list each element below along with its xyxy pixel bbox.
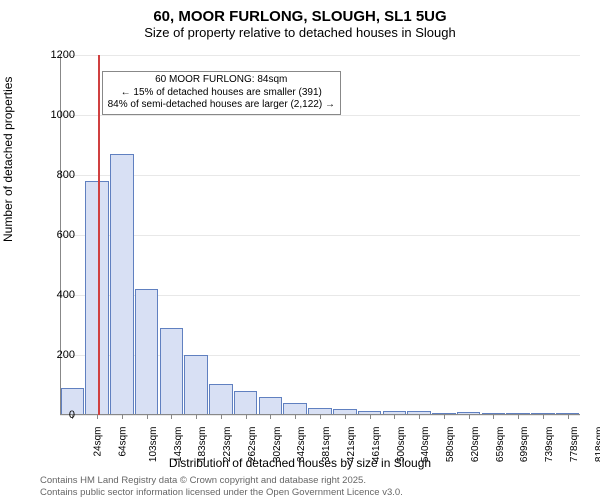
y-axis-label: Number of detached properties [1,77,15,242]
histogram-bar [259,397,283,415]
x-tick-label: 103sqm [148,427,159,463]
x-tick-mark [493,415,494,419]
x-tick-label: 778sqm [569,427,580,463]
x-tick-mark [370,415,371,419]
footer-attribution: Contains HM Land Registry data © Crown c… [40,475,403,498]
grid-line [60,115,580,116]
grid-line [60,175,580,176]
x-tick-label: 381sqm [321,427,332,463]
x-tick-mark [270,415,271,419]
x-tick-label: 540sqm [420,427,431,463]
x-tick-mark [568,415,569,419]
y-tick-label: 400 [35,289,75,301]
histogram-bar [160,328,184,415]
x-tick-mark [147,415,148,419]
chart-title: 60, MOOR FURLONG, SLOUGH, SL1 5UG [0,0,600,25]
x-tick-label: 818sqm [594,427,600,463]
x-tick-label: 739sqm [544,427,555,463]
x-tick-mark [444,415,445,419]
x-tick-label: 302sqm [272,427,283,463]
x-tick-mark [469,415,470,419]
x-tick-label: 500sqm [396,427,407,463]
x-tick-label: 580sqm [445,427,456,463]
x-tick-label: 143sqm [173,427,184,463]
x-tick-label: 262sqm [247,427,258,463]
x-tick-label: 183sqm [198,427,209,463]
callout-box: 60 MOOR FURLONG: 84sqm← 15% of detached … [102,71,341,115]
x-tick-mark [196,415,197,419]
x-tick-mark [246,415,247,419]
x-tick-label: 620sqm [470,427,481,463]
x-tick-mark [122,415,123,419]
x-tick-mark [97,415,98,419]
y-tick-label: 200 [35,349,75,361]
x-tick-label: 223sqm [222,427,233,463]
reference-line [98,55,100,415]
x-tick-label: 699sqm [519,427,530,463]
y-tick-label: 1200 [35,49,75,61]
x-tick-mark [518,415,519,419]
y-tick-label: 800 [35,169,75,181]
callout-line: 84% of semi-detached houses are larger (… [108,99,335,112]
callout-line: ← 15% of detached houses are smaller (39… [108,87,335,100]
histogram-bar [135,289,159,415]
x-tick-mark [320,415,321,419]
x-tick-mark [394,415,395,419]
histogram-bar [110,154,134,415]
x-tick-mark [345,415,346,419]
x-tick-label: 461sqm [371,427,382,463]
y-tick-label: 600 [35,229,75,241]
x-tick-mark [171,415,172,419]
plot-area: 60 MOOR FURLONG: 84sqm← 15% of detached … [60,55,580,415]
footer-line2: Contains public sector information licen… [40,487,403,498]
chart-container: 60, MOOR FURLONG, SLOUGH, SL1 5UG Size o… [0,0,600,500]
histogram-bar [234,391,258,415]
callout-line: 60 MOOR FURLONG: 84sqm [108,74,335,87]
x-tick-mark [543,415,544,419]
histogram-bar [209,384,233,416]
x-tick-mark [221,415,222,419]
x-tick-mark [419,415,420,419]
x-tick-label: 421sqm [346,427,357,463]
x-tick-label: 659sqm [495,427,506,463]
x-tick-label: 342sqm [297,427,308,463]
grid-line [60,55,580,56]
x-tick-label: 64sqm [118,427,129,457]
x-tick-mark [295,415,296,419]
y-tick-label: 1000 [35,109,75,121]
footer-line1: Contains HM Land Registry data © Crown c… [40,475,403,486]
x-tick-label: 24sqm [93,427,104,457]
grid-line [60,235,580,236]
histogram-bar [184,355,208,415]
y-tick-label: 0 [35,409,75,421]
chart-subtitle: Size of property relative to detached ho… [0,25,600,40]
